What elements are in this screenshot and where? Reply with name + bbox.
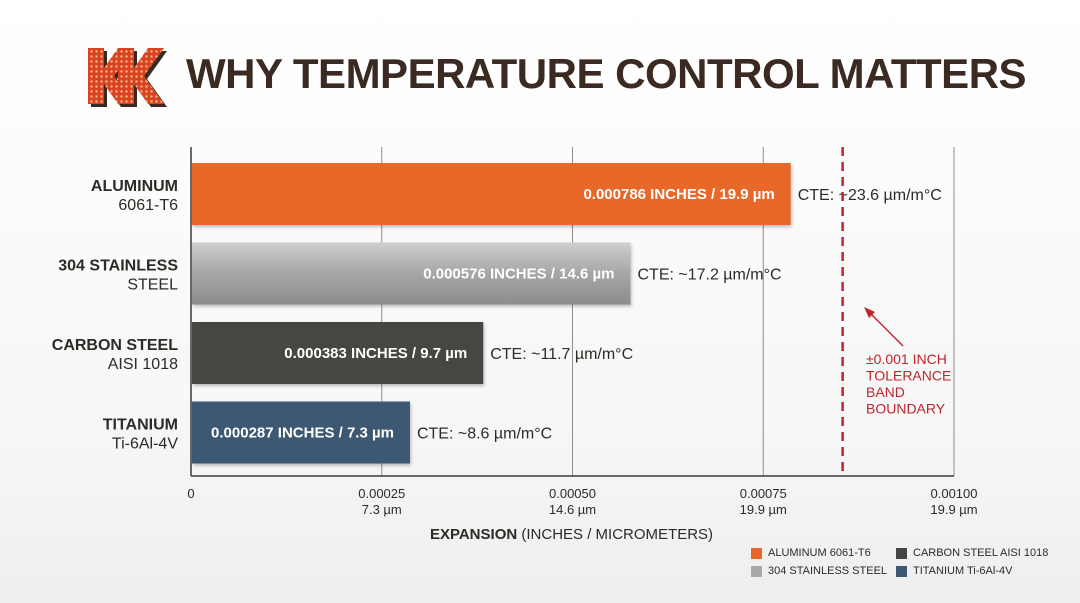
bar-value-label: 0.000287 INCHES / 7.3 µm (211, 425, 394, 442)
legend-label: CARBON STEEL AISI 1018 (913, 547, 1049, 559)
legend-label: TITANIUM Ti-6Al-4V (913, 565, 1013, 577)
chart-legend: ALUMINUM 6061-T6 CARBON STEEL AISI 1018 30… (751, 547, 1071, 577)
category-sublabel: 6061-T6 (118, 197, 178, 214)
bar-value-label: 0.000383 INCHES / 9.7 µm (284, 345, 467, 362)
legend-swatch (751, 547, 762, 559)
bar (192, 242, 631, 305)
cte-label: CTE: ~11.7 µm/m°C (490, 346, 633, 363)
legend-swatch (896, 565, 907, 577)
x-axis-title: EXPANSION (INCHES / MICROMETERS) (430, 526, 713, 543)
category-label: CARBON STEEL (52, 337, 178, 354)
bar-value-label: 0.000576 INCHES / 14.6 µm (423, 266, 614, 283)
legend-item: 304 STAINLESS STEEL (751, 565, 896, 577)
x-tick-sublabel: 14.6 µm (549, 502, 596, 517)
category-label: TITANIUM (103, 417, 178, 434)
category-label: ALUMINUM (91, 178, 178, 195)
x-tick-label: 0.00050 (549, 486, 596, 501)
annotation-arrow (866, 309, 904, 347)
page-title: WHY TEMPERATURE CONTROL MATTERS (186, 50, 1027, 97)
legend-label: 304 STAINLESS STEEL (768, 565, 888, 577)
bar-value-label: 0.000786 INCHES / 19.9 µm (583, 186, 774, 203)
kk-logo-icon (88, 48, 167, 107)
legend-item: TITANIUM Ti-6Al-4V (896, 565, 1071, 577)
bar (192, 163, 791, 225)
category-sublabel: AISI 1018 (108, 356, 178, 373)
bar (192, 322, 484, 384)
category-label: 304 STAINLESS (58, 258, 178, 275)
tolerance-annotation-line: BOUNDARY (866, 401, 946, 417)
bar (192, 401, 410, 464)
category-sublabel: STEEL (127, 277, 178, 294)
x-tick-label: 0 (187, 486, 194, 501)
cte-label: CTE: ~17.2 µm/m°C (637, 267, 781, 284)
legend-swatch (896, 547, 907, 559)
x-tick-sublabel: 19.9 µm (740, 502, 787, 517)
legend-swatch (751, 565, 762, 577)
x-tick-sublabel: 19.9 µm (930, 502, 977, 517)
tolerance-annotation-line: BAND (866, 384, 905, 400)
cte-label: CTE: ~23.6 µm/m°C (798, 187, 942, 204)
category-sublabel: Ti-6Al-4V (112, 436, 178, 453)
tolerance-annotation-line: TOLERANCE (866, 368, 951, 384)
x-tick-sublabel: 7.3 µm (362, 502, 402, 517)
legend-item: CARBON STEEL AISI 1018 (896, 547, 1071, 559)
arrowhead-icon (864, 307, 875, 318)
cte-label: CTE: ~8.6 µm/m°C (417, 426, 552, 443)
legend-item: ALUMINUM 6061-T6 (751, 547, 896, 559)
tolerance-annotation-line: ±0.001 INCH (866, 351, 947, 367)
x-tick-label: 0.00025 (358, 486, 405, 501)
x-tick-label: 0.00100 (931, 486, 978, 501)
x-tick-label: 0.00075 (740, 486, 787, 501)
legend-label: ALUMINUM 6061-T6 (768, 547, 871, 559)
